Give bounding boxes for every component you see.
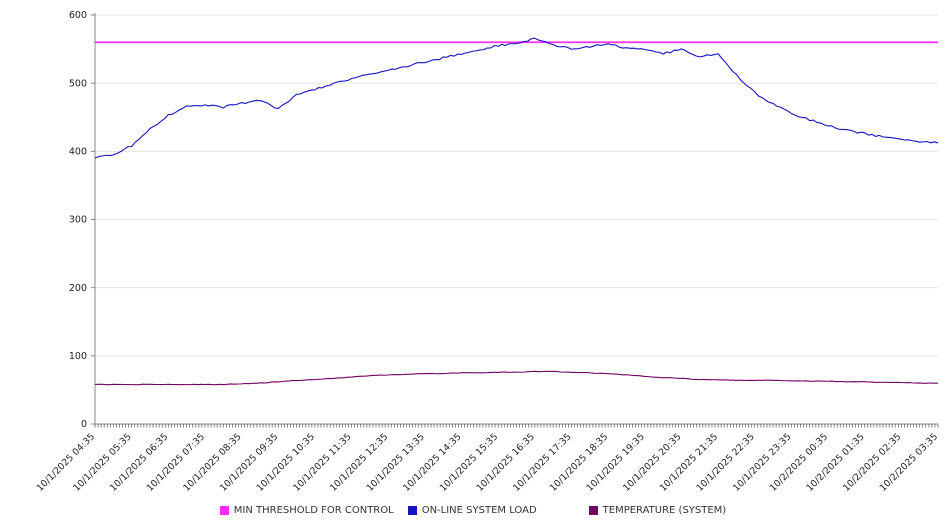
legend-swatch-blue: [407, 505, 417, 515]
series-line-2: [94, 370, 939, 386]
legend-item-temperature[interactable]: TEMPERATURE (SYSTEM): [588, 504, 727, 516]
y-axis-label: 300: [69, 215, 87, 226]
y-axis-label: 500: [69, 78, 87, 89]
y-axis-label: 600: [69, 10, 87, 21]
y-axis-label: 0: [81, 419, 87, 430]
legend-label: TEMPERATURE (SYSTEM): [602, 504, 727, 516]
y-axis-label: 100: [69, 351, 87, 362]
y-axis-label: 200: [69, 283, 87, 294]
series-line-1: [94, 37, 939, 159]
legend-item-system-load[interactable]: ON-LINE SYSTEM LOAD: [407, 504, 537, 516]
chart-area: 0 100 200 300 400 500 600 10/1/2025 04:35 10/1/2…: [35, 10, 941, 494]
y-axis-label: 400: [69, 147, 87, 158]
legend-label: ON-LINE SYSTEM LOAD: [421, 504, 537, 516]
legend-swatch-magenta: [219, 505, 229, 515]
legend-swatch-purple: [588, 505, 598, 515]
legend-label: MIN THRESHOLD FOR CONTROL: [233, 504, 394, 516]
legend-item-min-threshold[interactable]: MIN THRESHOLD FOR CONTROL: [219, 504, 394, 516]
chart-legend: MIN THRESHOLD FOR CONTROL ON-LINE SYSTEM…: [0, 497, 946, 523]
